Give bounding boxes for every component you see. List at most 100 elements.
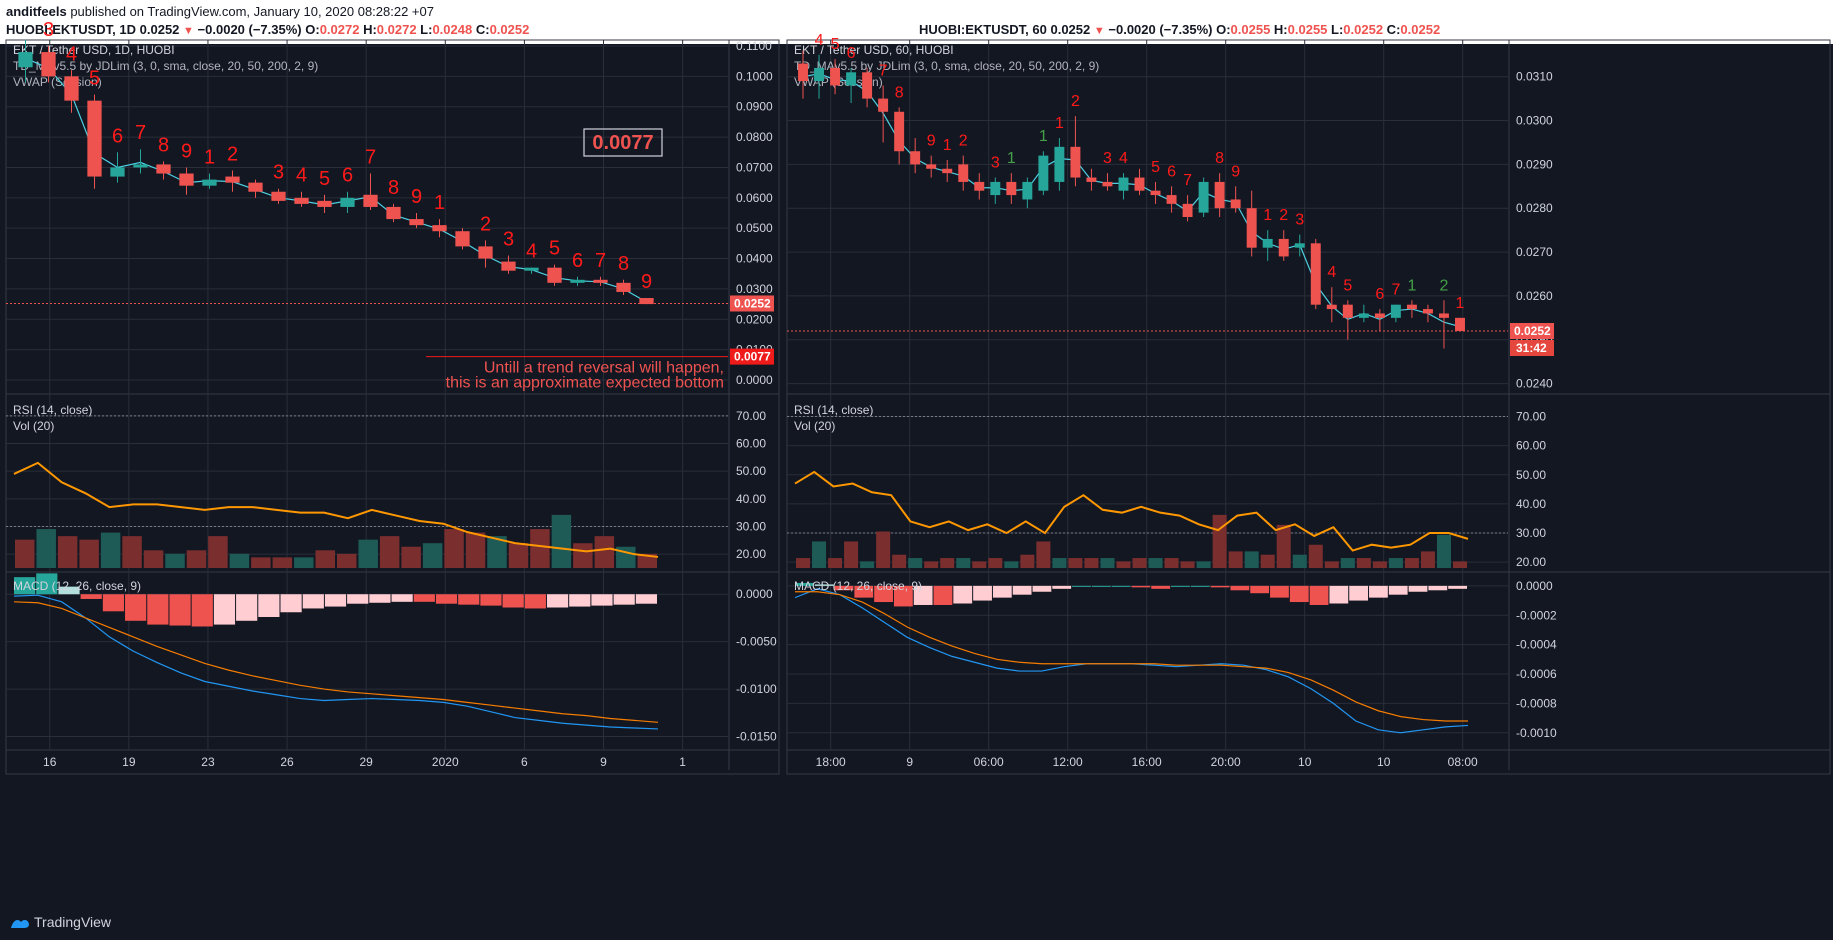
candle-body	[1326, 304, 1337, 310]
chart-panel-right: 18:00 9 06:00 12:00 16:00 20:00 10 10 08:00 0.031…	[786, 32, 1831, 775]
td-count-label: 1	[1263, 207, 1272, 224]
y-tick-label: -0.0100	[736, 682, 777, 696]
candle-body	[501, 261, 516, 271]
y-tick-label: 0.0500	[736, 221, 773, 235]
td-count-label: 7	[595, 250, 606, 272]
x-tick-label: 26	[280, 755, 294, 769]
td-count-label: 6	[342, 165, 353, 187]
y-tick-label: 0.1100	[736, 39, 772, 53]
volume-bar	[100, 532, 121, 568]
volume-bar	[122, 536, 142, 568]
x-tick-label: 10	[1298, 755, 1312, 769]
right-price: 0.0252	[1050, 22, 1091, 37]
y-tick-label: 0.0300	[736, 282, 773, 296]
tradingview-brand[interactable]: TradingView	[34, 914, 112, 930]
x-tick-label: 6	[521, 755, 528, 769]
y-tick-label: 0.0270	[1516, 245, 1553, 259]
right-symbol-line: HUOBI:EKTUSDT, 60 0.0252 ▼ −0.0020 (−7.3…	[919, 22, 1441, 37]
annotation-text: Untill a trend reversal will happen,	[484, 360, 724, 377]
volume-bar	[892, 554, 907, 568]
td-count-label: 5	[319, 168, 330, 190]
candle	[958, 155, 969, 191]
macd-hist-bar	[814, 584, 834, 586]
candle-body	[248, 182, 263, 192]
candle	[1390, 304, 1401, 323]
signal-line	[795, 591, 1468, 722]
candle	[1406, 300, 1417, 318]
td-count-label: 2	[1071, 93, 1080, 110]
candle-body	[1150, 190, 1161, 196]
candle	[894, 107, 905, 165]
x-tick-label: 08:00	[1448, 755, 1478, 769]
candle-body	[958, 164, 969, 182]
candle-body	[942, 168, 953, 174]
macd-hist-bar	[1270, 585, 1289, 598]
candle	[1006, 173, 1017, 204]
macd-hist-bar	[1448, 585, 1467, 589]
macd-hist-bar	[1309, 585, 1329, 605]
annotation-text: this is an approximate expected bottom	[446, 375, 724, 392]
candle-body	[798, 63, 808, 82]
td-count-label: 4	[1119, 150, 1128, 167]
volume-bar	[1148, 558, 1163, 568]
candle	[1326, 287, 1337, 323]
candle-body	[1134, 177, 1145, 191]
author-name[interactable]: anditfeels	[6, 4, 67, 19]
candle	[1294, 234, 1305, 257]
macd-hist-bar	[1388, 585, 1408, 595]
td-count-label: 6	[112, 125, 123, 147]
macd-hist-bar	[1230, 585, 1250, 591]
last-price-tag	[1510, 323, 1554, 339]
candle	[179, 167, 194, 195]
candle-body	[1262, 238, 1273, 248]
candle-body	[87, 100, 102, 177]
candle	[478, 240, 493, 268]
candle	[942, 160, 953, 182]
candle-body	[616, 282, 631, 292]
candle	[64, 70, 79, 113]
candle	[616, 279, 631, 295]
candle-body	[386, 206, 401, 220]
td-count-label: 5	[549, 238, 560, 260]
volume-bar	[844, 541, 859, 568]
y-tick-label: -0.0004	[1516, 638, 1557, 652]
panel-frame	[786, 39, 1831, 775]
candle	[798, 50, 808, 99]
volume-bar	[924, 561, 939, 568]
candle	[1230, 186, 1241, 213]
candle-body	[830, 67, 841, 86]
candle-body	[1294, 243, 1305, 248]
volume-bar	[812, 541, 827, 568]
down-arrow-icon: ▼	[183, 25, 194, 37]
right-low: 0.0252	[1343, 22, 1384, 37]
td-count-label: 3	[43, 19, 54, 41]
candle-body	[1310, 243, 1321, 305]
volume-bar	[1452, 561, 1467, 568]
candle	[1022, 177, 1033, 209]
y-tick-label: 0.0260	[1516, 289, 1553, 303]
volume-bar	[79, 539, 99, 568]
target-box	[583, 128, 663, 157]
candle	[1262, 230, 1273, 261]
chart-title: EKT / Tether USD, 60, HUOBI	[794, 43, 954, 57]
candle	[1150, 181, 1161, 204]
macd-hist-bar	[1032, 585, 1052, 592]
macd-hist-bar	[125, 594, 147, 621]
candle-body	[455, 231, 470, 247]
candle-body	[1455, 317, 1465, 331]
macd-hist-bar	[14, 577, 36, 595]
charts-canvas[interactable]: 16 19 23 26 29 2020 6 9 10.11000.10000.09000.080…	[0, 0, 1833, 908]
candle-body	[1038, 155, 1049, 191]
macd-hist-bar	[992, 585, 1012, 598]
td-count-label: 9	[641, 271, 652, 293]
indicator-label: VWAP (Session)	[13, 75, 102, 89]
candle	[547, 264, 562, 286]
y-tick-label: 0.0900	[736, 100, 773, 114]
td-count-label: 8	[618, 253, 629, 275]
volume-bar	[1036, 541, 1051, 568]
macd-hist-bar	[933, 585, 953, 605]
macd-hist-bar	[591, 594, 613, 606]
macd-hist-bar	[1329, 585, 1349, 604]
volume-bar	[487, 536, 507, 568]
volume-bar	[57, 536, 78, 568]
